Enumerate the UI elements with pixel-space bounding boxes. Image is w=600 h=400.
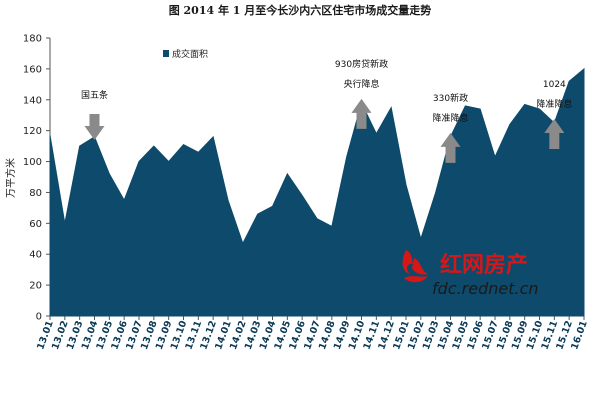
annotation-text: 央行降息 xyxy=(343,78,379,90)
up-arrow-icon xyxy=(351,98,372,129)
annotation-text: 1024 xyxy=(543,80,566,90)
chart-title: 图 2014 年 1 月至今长沙内六区住宅市场成交量走势 xyxy=(168,4,432,17)
annotation-15.11: 1024 降准降息 xyxy=(536,80,572,149)
y-tick-label: 160 xyxy=(23,64,42,75)
legend-label: 成交面积 xyxy=(172,48,208,60)
annotation-text: 国五条 xyxy=(81,89,108,101)
watermark-brand: 红网房产 xyxy=(440,252,528,278)
legend: 成交面积 xyxy=(163,48,208,60)
annotation-text: 降准降息 xyxy=(536,98,572,110)
up-arrow-icon xyxy=(440,132,461,163)
y-tick-label: 0 xyxy=(36,312,42,323)
y-tick-label: 180 xyxy=(23,34,42,45)
y-tick-label: 40 xyxy=(29,250,42,261)
y-tick-label: 60 xyxy=(29,219,42,230)
annotation-text: 330新政 xyxy=(433,92,468,104)
series-area-成交面积 xyxy=(49,67,585,317)
y-tick-label: 100 xyxy=(23,157,42,168)
down-arrow-icon xyxy=(84,114,105,140)
watermark: 红网房产 fdc.rednet.cn xyxy=(402,250,539,298)
rednet-logo-icon xyxy=(402,250,428,283)
annotation-text: 930房贷新政 xyxy=(335,58,388,70)
y-tick-label: 120 xyxy=(23,126,42,137)
y-tick-label: 80 xyxy=(29,188,42,199)
annotation-13.04: 国五条 xyxy=(81,89,108,140)
y-tick-label: 140 xyxy=(23,95,42,106)
legend-swatch xyxy=(163,50,169,57)
y-tick-label: 20 xyxy=(29,281,42,292)
watermark-url: fdc.rednet.cn xyxy=(432,279,539,298)
up-arrow-icon xyxy=(544,118,565,149)
annotation-text: 降准降息 xyxy=(432,112,468,124)
y-axis-title: 万平方米 xyxy=(4,158,17,198)
